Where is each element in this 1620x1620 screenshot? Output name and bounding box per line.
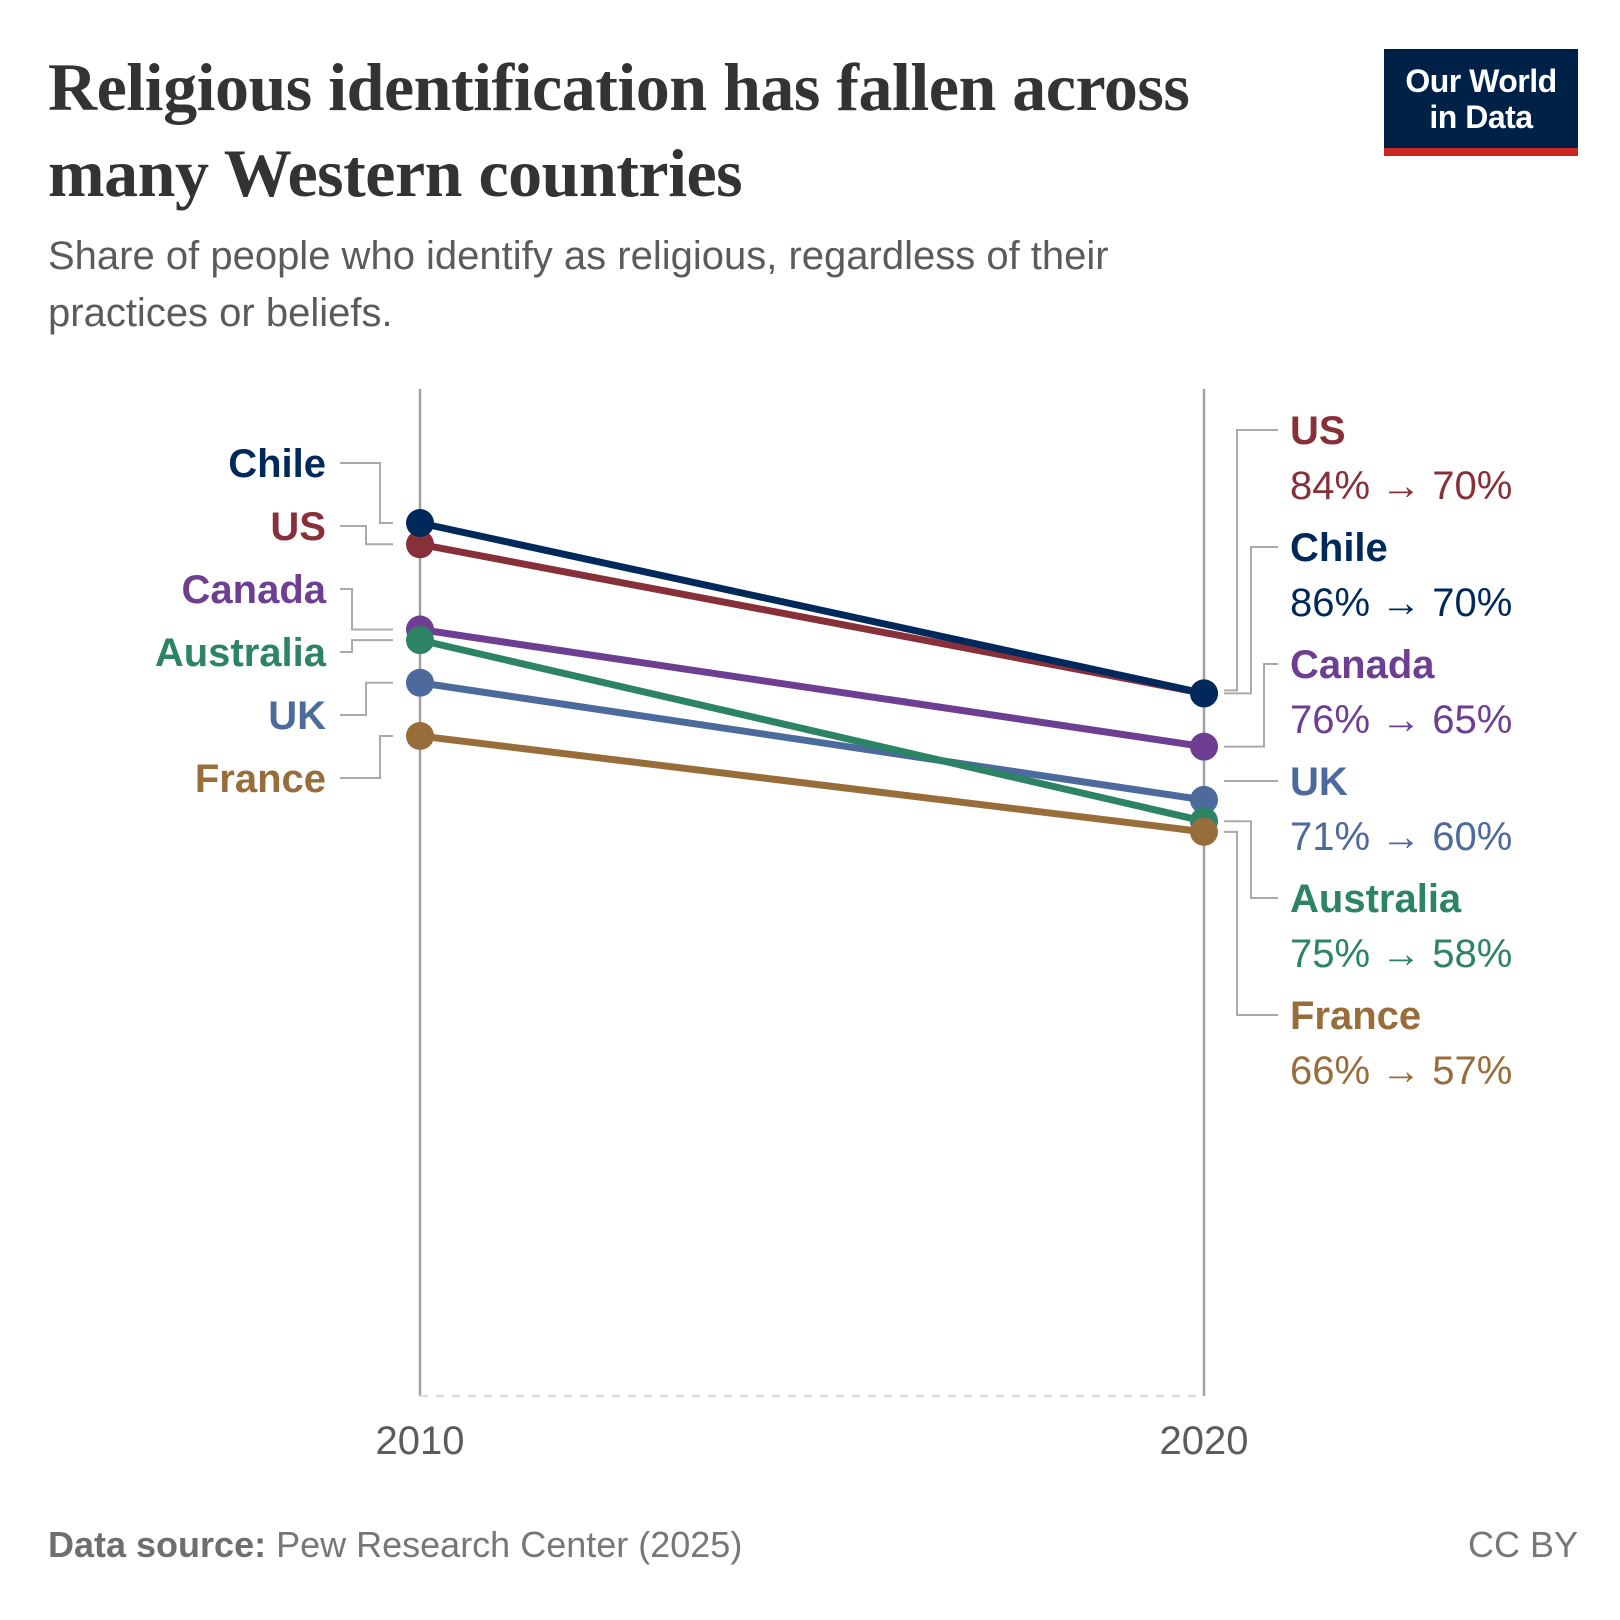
point-2010-chile (406, 509, 434, 537)
left-label-us: US (270, 505, 326, 549)
right-label-uk: UK (1290, 760, 1348, 804)
right-label-australia: Australia (1290, 877, 1462, 921)
left-connector-france (340, 735, 393, 779)
right-connector-us (1224, 429, 1278, 692)
right-connector-australia (1224, 820, 1278, 899)
point-2020-france (1190, 817, 1218, 846)
right-label-us: US (1290, 409, 1346, 453)
point-2010-uk (406, 668, 434, 697)
value-change-australia: 75% → 58% (1290, 932, 1512, 976)
point-2010-us (406, 530, 434, 559)
source-label: Data source: (48, 1524, 267, 1565)
point-2010-australia (406, 626, 434, 655)
license[interactable]: CC BY (1467, 1524, 1578, 1565)
left-label-uk: UK (268, 694, 326, 738)
owid-logo[interactable]: Our World in Data (1384, 49, 1578, 156)
value-change-uk: 71% → 60% (1290, 815, 1512, 859)
left-label-chile: Chile (228, 442, 326, 486)
series-line-france (419, 732, 1205, 836)
left-connector-us (340, 525, 393, 546)
point-2020-chile (1190, 679, 1218, 708)
series-line-uk (419, 679, 1205, 804)
logo-line-1: Our World (1405, 63, 1557, 99)
right-label-canada: Canada (1290, 643, 1435, 687)
value-change-chile: 86% → 70% (1290, 581, 1512, 625)
left-label-france: France (195, 757, 326, 801)
value-change-canada: 76% → 65% (1290, 698, 1512, 742)
x-tick-label-2020: 2020 (1160, 1419, 1249, 1463)
chart-title: Religious identification has fallen acro… (48, 49, 1190, 211)
chart-subtitle: Share of people who identify as religiou… (48, 234, 1109, 335)
right-label-chile: Chile (1290, 526, 1388, 570)
left-connector-canada (340, 588, 393, 631)
right-label-france: France (1290, 994, 1421, 1038)
left-connector-chile (340, 462, 393, 524)
left-label-canada: Canada (182, 568, 327, 612)
point-2020-uk (1190, 785, 1218, 814)
right-connector-chile (1224, 546, 1278, 695)
left-connector-uk (340, 681, 393, 716)
left-label-australia: Australia (155, 631, 327, 675)
logo-line-2: in Data (1429, 99, 1533, 135)
point-2020-canada (1190, 732, 1218, 761)
series-line-chile (419, 519, 1205, 697)
x-tick-label-2010: 2010 (376, 1419, 465, 1463)
right-connector-canada (1224, 663, 1278, 748)
right-connector-france (1224, 830, 1278, 1016)
value-change-france: 66% → 57% (1290, 1049, 1512, 1093)
data-source: Data source: Pew Research Center (2025) (48, 1524, 742, 1566)
point-2010-france (406, 722, 434, 750)
series-line-canada (419, 626, 1205, 751)
left-connector-australia (340, 639, 393, 653)
value-change-us: 84% → 70% (1290, 464, 1512, 508)
series-line-australia (419, 636, 1205, 825)
source-text: Pew Research Center (2025) (276, 1524, 743, 1565)
